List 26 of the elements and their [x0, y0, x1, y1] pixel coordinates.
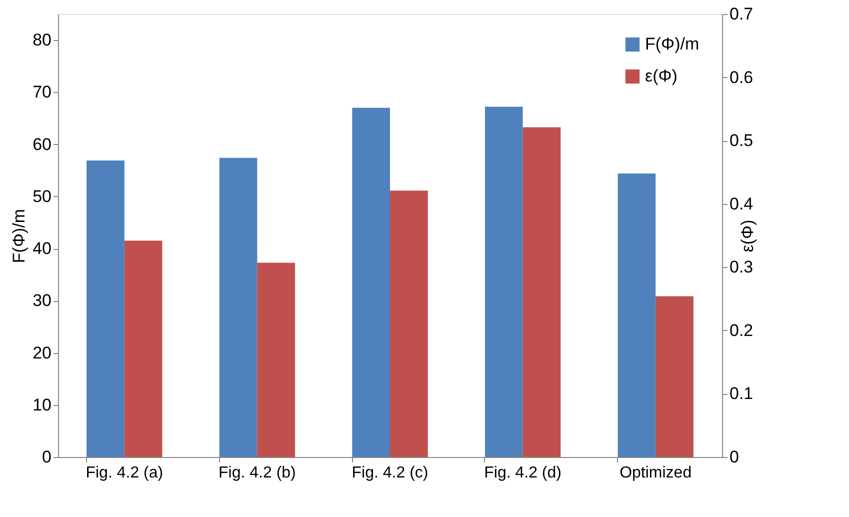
- x-tick-label: Fig. 4.2 (d): [484, 464, 562, 482]
- x-tick-label: Fig. 4.2 (b): [218, 464, 296, 482]
- legend-label: ε(Φ): [645, 66, 678, 86]
- y-tick-label: 80: [32, 30, 52, 50]
- x-tick-label: Fig. 4.2 (c): [352, 464, 428, 482]
- y-tick-label: 0: [42, 448, 52, 466]
- x-tick-label: Optimized: [620, 464, 692, 482]
- y-axis-title: F(Φ)/m: [10, 208, 29, 264]
- y-tick-label: 10: [32, 395, 52, 414]
- y-tick-label: 40: [32, 239, 52, 258]
- y2-tick-label: 0.3: [730, 258, 754, 277]
- y2-tick-label: 0.6: [730, 68, 754, 87]
- y-tick-label: 30: [32, 291, 52, 310]
- y2-tick-label: 0.7: [730, 4, 754, 24]
- y2-tick-label: 0.5: [730, 131, 754, 150]
- y-tick-label: 20: [32, 343, 52, 362]
- y2-tick-label: 0.2: [730, 320, 754, 340]
- y-tick-label: 60: [32, 134, 52, 154]
- y2-tick-label: 0.4: [730, 194, 754, 214]
- y-tick-label: 50: [32, 186, 52, 206]
- x-tick-label: Fig. 4.2 (a): [86, 464, 164, 482]
- y-tick-label: 70: [32, 82, 52, 102]
- y2-tick-label: 0: [730, 448, 739, 466]
- y2-axis-title: ε(Φ): [738, 220, 758, 252]
- y2-tick-label: 0.1: [730, 384, 754, 404]
- legend-label: F(Φ)/m: [645, 34, 700, 54]
